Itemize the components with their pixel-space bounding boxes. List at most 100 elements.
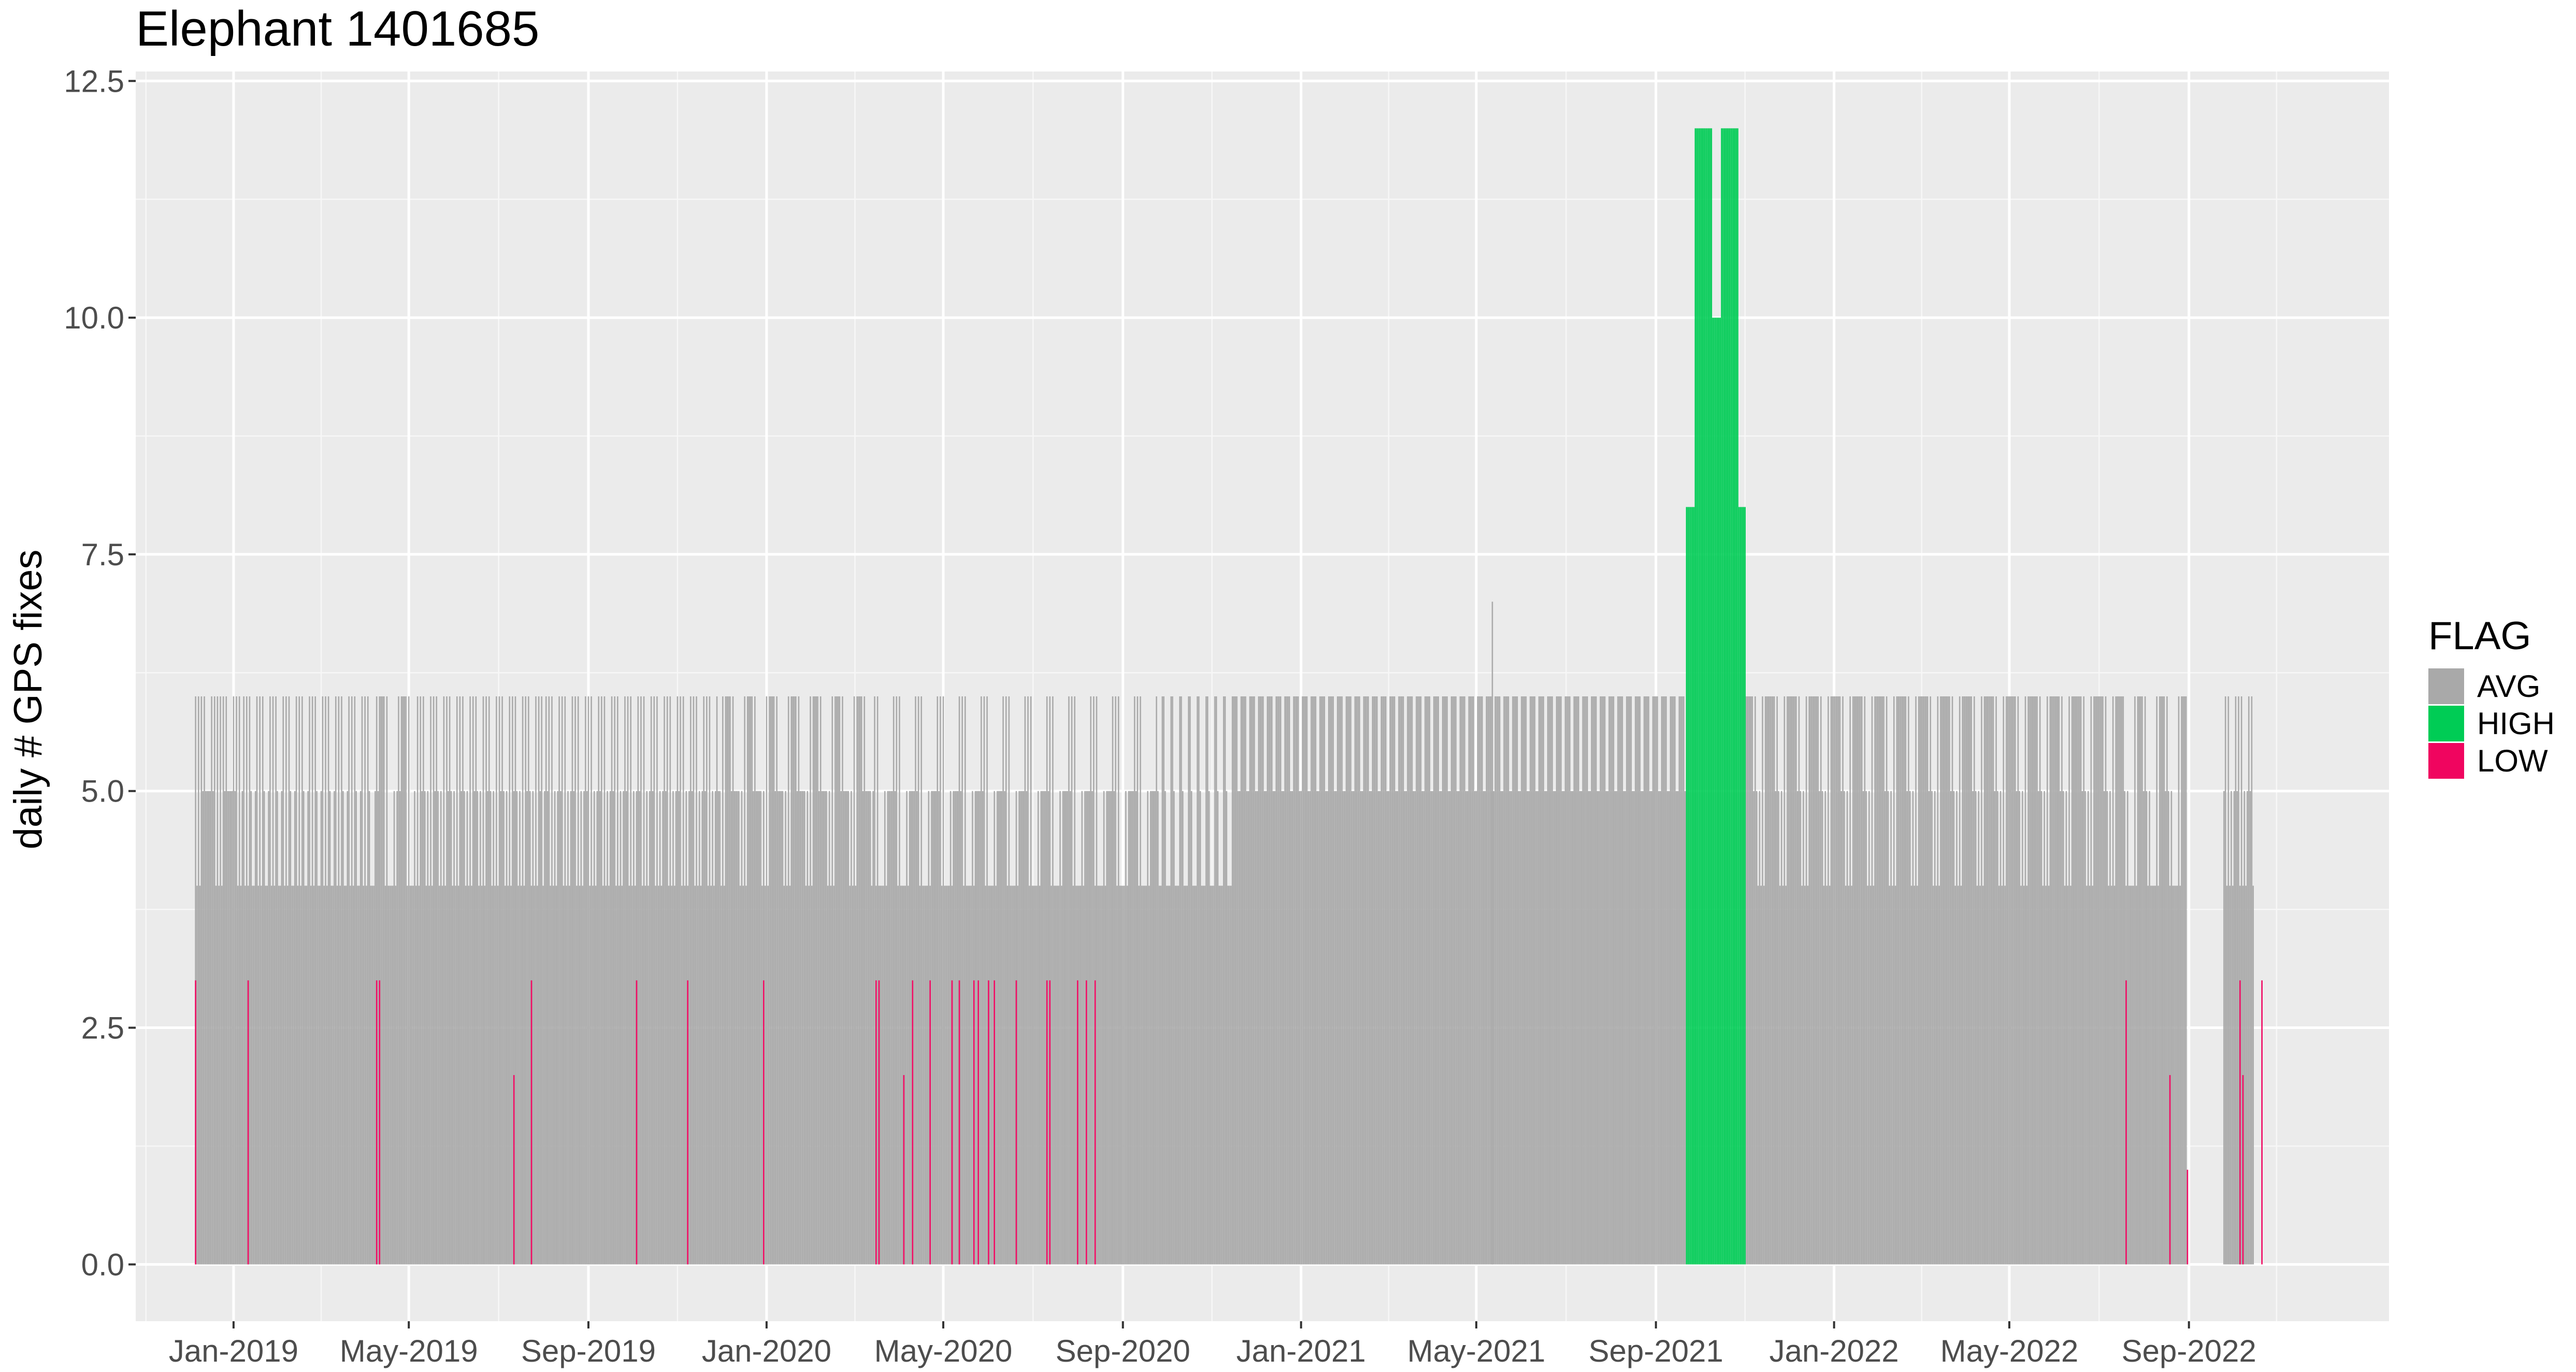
bar-avg — [1896, 696, 1898, 1265]
bar-avg — [1322, 696, 1324, 1265]
bar-avg — [1522, 696, 1524, 1265]
bar-avg — [1963, 696, 1965, 1265]
bar-avg — [418, 885, 420, 1265]
bar-avg — [2105, 696, 2107, 1265]
bar-avg — [871, 885, 873, 1265]
bar-avg — [1188, 696, 1189, 1265]
bar-avg — [790, 696, 793, 1265]
bar-avg — [611, 696, 613, 1265]
bar-avg — [814, 696, 816, 1265]
bar-avg — [1975, 791, 1977, 1265]
bar-avg — [887, 791, 889, 1265]
bar-avg — [1294, 696, 1296, 1265]
bar-avg — [545, 696, 547, 1265]
bar-avg — [1096, 696, 1098, 1265]
bar-avg — [205, 791, 207, 1265]
bar-avg — [1272, 791, 1274, 1265]
bar-avg — [566, 885, 567, 1265]
bar-avg — [261, 885, 262, 1265]
bar-avg — [1503, 696, 1505, 1265]
bar-avg — [1792, 696, 1794, 1265]
bar-avg — [744, 696, 745, 1265]
bar-avg — [1893, 696, 1895, 1265]
bar-avg — [2248, 696, 2250, 1265]
bar-avg — [957, 791, 959, 1265]
bar-avg — [803, 791, 805, 1265]
bar-avg — [1131, 791, 1132, 1265]
bar-avg — [504, 885, 506, 1265]
bar-avg — [641, 885, 643, 1265]
bar-avg — [924, 885, 925, 1265]
bar-avg — [944, 885, 946, 1265]
bar-avg — [1478, 696, 1480, 1265]
bar-avg — [1970, 696, 1972, 1265]
bar-avg — [1811, 696, 1813, 1265]
bar-avg — [1566, 696, 1568, 1265]
bar-avg — [497, 885, 499, 1265]
bar-avg — [796, 791, 798, 1265]
bar-avg — [1454, 696, 1455, 1265]
bar-avg — [981, 696, 982, 1265]
bar-avg — [1268, 696, 1270, 1265]
bar-avg — [1515, 696, 1517, 1265]
bar-avg — [1170, 696, 1172, 1265]
bar-avg — [1384, 696, 1385, 1265]
bar-avg — [1398, 696, 1400, 1265]
bar-avg — [1635, 696, 1636, 1265]
bar-avg — [440, 791, 442, 1265]
bar-avg — [2033, 696, 2035, 1265]
bar-avg — [1240, 696, 1242, 1265]
bar-avg — [423, 696, 424, 1265]
bar-avg — [1375, 696, 1376, 1265]
bar-avg — [1613, 696, 1615, 1265]
bar-avg — [1237, 791, 1239, 1265]
bar-avg — [290, 791, 292, 1265]
bar-low — [2261, 980, 2263, 1265]
bar-avg — [818, 791, 820, 1265]
bar-avg — [1122, 885, 1124, 1265]
bar-avg — [681, 885, 683, 1265]
bar-avg — [2178, 696, 2180, 1265]
bar-avg — [2036, 696, 2038, 1265]
bar-avg — [821, 791, 823, 1265]
bar-avg — [1903, 696, 1905, 1265]
bar-avg — [1605, 791, 1607, 1265]
bar-avg — [1982, 885, 1984, 1265]
bar-avg — [228, 791, 230, 1265]
bar-avg — [2235, 696, 2237, 1265]
bar-avg — [1667, 791, 1668, 1265]
bar-avg — [1055, 885, 1057, 1265]
bar-avg — [1827, 696, 1829, 1265]
bar-avg — [2136, 885, 2137, 1265]
bar-avg — [265, 885, 267, 1265]
bar-avg — [2039, 696, 2041, 1265]
bar-avg — [1756, 791, 1758, 1265]
bar-avg — [351, 696, 353, 1265]
bar-avg — [449, 696, 451, 1265]
bar-avg — [910, 791, 912, 1265]
bar-avg — [2031, 696, 2032, 1265]
bar-low — [988, 980, 989, 1265]
bar-avg — [1405, 791, 1407, 1265]
bar-avg — [1154, 791, 1156, 1265]
bar-avg — [659, 791, 661, 1265]
bar-avg — [262, 696, 264, 1265]
bar-avg — [563, 885, 565, 1265]
bar-avg — [1215, 696, 1217, 1265]
bar-avg — [860, 696, 862, 1265]
bar-avg — [1910, 885, 1912, 1265]
bar-avg — [465, 885, 467, 1265]
bar-avg — [544, 791, 545, 1265]
bar-avg — [2022, 791, 2023, 1265]
bar-avg — [1557, 696, 1559, 1265]
bar-avg — [1833, 696, 1835, 1265]
bar-high — [1744, 507, 1746, 1265]
bar-low — [2186, 1169, 2189, 1265]
bar-avg — [393, 791, 395, 1265]
bar-high — [1697, 128, 1699, 1265]
bar-avg — [506, 791, 508, 1265]
bar-avg — [1578, 696, 1579, 1265]
bar-avg — [1430, 791, 1432, 1265]
bar-avg — [2084, 791, 2086, 1265]
bar-avg — [666, 696, 668, 1265]
